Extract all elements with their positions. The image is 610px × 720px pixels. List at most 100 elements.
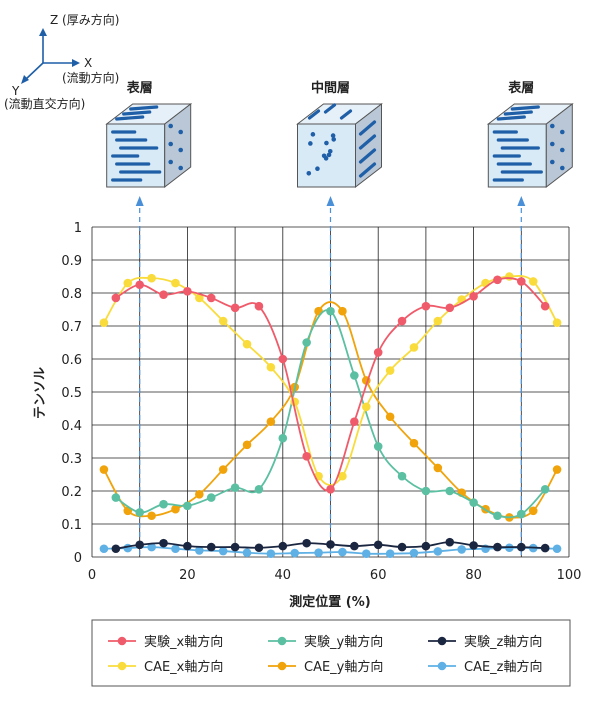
fiber-end <box>331 137 337 142</box>
data-point-cae_x <box>505 272 514 281</box>
data-point-exp_z <box>302 538 311 548</box>
data-point-exp_y <box>159 499 168 509</box>
y-tick-label: 0.3 <box>61 452 82 467</box>
legend: 実験_x軸方向 実験_y軸方向 実験_z軸方向 CAE_x軸方向 CAE_y軸方向 CAE… <box>91 619 571 687</box>
data-point-cae_z <box>147 542 156 552</box>
data-point-cae_x <box>147 273 156 283</box>
fiber-end <box>308 141 313 146</box>
y-axis-sub: (流動直交方向) <box>4 96 85 111</box>
data-point-cae_z <box>290 548 300 558</box>
data-point-exp_x <box>540 301 550 311</box>
fiber-end <box>560 129 565 135</box>
data-point-exp_y <box>350 371 359 380</box>
data-point-exp_x <box>278 354 288 364</box>
data-point-cae_z <box>171 544 180 554</box>
fiber-mark <box>307 109 321 120</box>
data-point-cae_z <box>218 546 228 556</box>
data-point-cae_x <box>361 402 371 412</box>
legend-label: 実験_z軸方向 <box>464 634 542 650</box>
data-point-exp_x <box>373 348 383 357</box>
fiber-mark <box>115 115 145 121</box>
data-point-exp_y <box>421 486 431 496</box>
y-axis-label: Y <box>11 84 20 98</box>
legend-label: CAE_z軸方向 <box>464 659 543 675</box>
data-point-cae_x <box>218 316 228 326</box>
legend-label: CAE_y軸方向 <box>304 659 383 675</box>
fiber-mark <box>323 103 337 114</box>
fiber-mark <box>358 134 377 150</box>
layer-cube: 中間層 <box>296 80 383 189</box>
fiber-end <box>178 165 183 171</box>
fiber-mark <box>510 105 540 111</box>
data-point-cae_z <box>314 548 323 558</box>
data-point-exp_x <box>469 292 478 301</box>
x-tick-label: 40 <box>275 568 292 583</box>
fiber-end <box>168 123 173 129</box>
data-point-exp_z <box>254 543 264 553</box>
data-point-cae_z <box>266 549 276 558</box>
z-axis-label: Z (厚み方向) <box>50 12 119 27</box>
legend-label: 実験_x軸方向 <box>144 634 223 650</box>
data-point-cae_x <box>99 318 109 328</box>
data-point-exp_z <box>373 540 383 550</box>
y-tick-label: 0.4 <box>61 419 82 434</box>
data-point-cae_y <box>385 412 395 422</box>
y-tick-label: 0 <box>74 551 82 566</box>
data-point-cae_z <box>409 548 419 558</box>
data-point-cae_z <box>99 544 109 554</box>
data-point-exp_z <box>540 543 550 553</box>
data-point-cae_y <box>218 465 228 474</box>
data-point-exp_x <box>350 417 359 427</box>
fiber-mark <box>358 148 377 164</box>
data-point-cae_y <box>528 506 538 516</box>
fiber-end <box>315 166 320 172</box>
cube-title: 表層 <box>507 80 534 96</box>
legend-box <box>91 619 571 687</box>
data-point-exp_x <box>206 293 216 303</box>
data-point-exp_x <box>326 485 335 494</box>
data-point-cae_y <box>242 440 252 450</box>
data-point-exp_y <box>326 306 335 316</box>
fiber-end <box>327 149 333 154</box>
data-point-exp_x <box>445 303 455 313</box>
data-point-cae_x <box>338 471 347 481</box>
data-point-exp_x <box>302 452 311 461</box>
data-point-cae_y <box>171 504 180 514</box>
fiber-end <box>178 147 183 153</box>
data-point-exp_y <box>278 433 288 443</box>
fiber-mark <box>122 110 152 116</box>
data-point-exp_y <box>111 493 121 502</box>
legend-marker <box>277 636 287 646</box>
fiber-end <box>326 152 332 158</box>
data-point-cae_y <box>266 417 276 427</box>
data-point-exp_y <box>469 498 478 507</box>
data-point-cae_y <box>409 438 419 448</box>
data-point-exp_y <box>206 493 216 502</box>
y-tick-label: 0.8 <box>61 287 82 302</box>
data-point-cae_x <box>385 366 395 375</box>
y-tick-label: 0.5 <box>61 386 82 401</box>
fiber-mark <box>358 120 377 136</box>
fiber-end <box>550 159 555 165</box>
data-point-cae_x <box>552 318 562 328</box>
fiber-mark <box>496 115 526 121</box>
data-point-cae_x <box>171 278 180 288</box>
data-point-exp_y <box>373 442 383 451</box>
axes-indicator: Z (厚み方向) X (流動方向) Y (流動直交方向) <box>4 12 119 111</box>
cube-front-face <box>297 123 356 188</box>
legend-marker <box>437 636 447 646</box>
fiber-end <box>550 123 555 129</box>
data-point-cae_y <box>147 511 156 521</box>
data-point-cae_z <box>457 545 466 554</box>
fiber-mark <box>358 162 377 178</box>
data-point-cae_x <box>409 343 419 352</box>
data-point-exp_x <box>135 280 144 290</box>
data-point-cae_y <box>433 463 443 473</box>
data-point-exp_y <box>302 338 311 347</box>
legend-label: CAE_x軸方向 <box>144 659 223 675</box>
y-tick-label: 0.6 <box>61 353 82 368</box>
data-point-cae_x <box>195 293 204 303</box>
x-tick-label: 100 <box>557 568 582 583</box>
data-point-exp_z <box>135 540 144 550</box>
